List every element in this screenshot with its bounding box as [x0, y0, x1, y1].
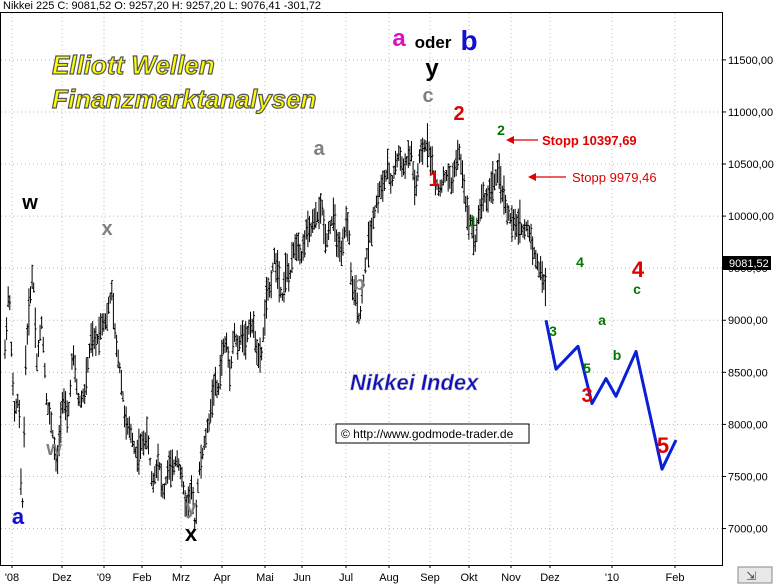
wave-label: b: [460, 25, 477, 56]
x-tick-label: Feb: [133, 572, 152, 584]
wave-label: 5: [657, 433, 669, 458]
price-label: 9081,52: [729, 258, 769, 270]
x-tick-label: Aug: [379, 572, 399, 584]
x-tick-label: Mai: [256, 572, 274, 584]
projection-wave-path: [544, 319, 678, 471]
y-tick-label: 7000,00: [728, 524, 768, 536]
x-tick-label: Sep: [420, 572, 440, 584]
stop-arrow-head-2: [528, 173, 536, 181]
wave-label: 1: [428, 169, 439, 191]
wave-label: x: [101, 218, 112, 240]
wave-label: a: [598, 312, 606, 328]
wave-label: y: [425, 55, 439, 82]
wave-label: a: [12, 504, 25, 529]
y-tick-label: 7500,00: [728, 471, 768, 483]
y-tick-label: 8000,00: [728, 419, 768, 431]
wave-label: 5: [583, 360, 591, 376]
x-tick-label: Jul: [339, 572, 353, 584]
x-tick-label: '08: [5, 572, 19, 584]
plot-frame: [0, 12, 723, 566]
grid-lines: [1, 13, 722, 565]
expand-icon[interactable]: ⇲: [746, 569, 756, 583]
title-line-2: Finanzmarktanalysen: [52, 84, 316, 114]
x-tick-label: Apr: [213, 572, 230, 584]
wave-label: w: [45, 438, 62, 460]
wave-label: 4: [576, 254, 584, 270]
wave-label: a: [392, 25, 406, 52]
price-bars: [3, 123, 547, 532]
x-tick-label: '09: [97, 572, 111, 584]
x-tick-label: '10: [605, 572, 619, 584]
x-tick-label: Dez: [52, 572, 72, 584]
title-line-1: Elliott Wellen: [52, 50, 215, 80]
x-tick-label: Nov: [501, 572, 521, 584]
wave-label: y: [185, 497, 197, 519]
wave-label: a: [313, 138, 325, 160]
price-label-box: [723, 256, 771, 270]
x-axis: '08 Dez '09 Feb Mrz Apr Mai Jun Jul Aug Sep Okt Nov D…: [5, 565, 685, 584]
y-tick-label: 10000,00: [728, 211, 774, 223]
stop-label-2: Stopp 9979,46: [572, 170, 657, 185]
wave-label: c: [633, 281, 641, 297]
wave-label: 2: [497, 122, 505, 138]
x-tick-label: Feb: [666, 572, 685, 584]
y-tick-label: 9000,00: [728, 315, 768, 327]
wave-label: oder: [415, 33, 452, 52]
wave-label: 3: [549, 323, 557, 339]
x-tick-label: Dez: [540, 572, 560, 584]
stop-label-1: Stopp 10397,69: [542, 133, 637, 148]
wave-label: b: [613, 347, 622, 363]
wave-label: 4: [632, 257, 645, 282]
y-tick-label: 11000,00: [728, 107, 773, 119]
wave-label: 2: [453, 103, 464, 125]
index-label: Nikkei Index: [350, 370, 479, 395]
chart-header: Nikkei 225 C: 9081,52 O: 9257,20 H: 9257…: [3, 0, 321, 12]
wave-label: 1: [469, 213, 477, 229]
stop-arrow-head-1: [506, 136, 514, 144]
x-tick-label: Mrz: [172, 572, 190, 584]
copyright-box: [335, 423, 530, 444]
copyright-text[interactable]: © http://www.godmode-trader.de: [341, 427, 514, 441]
wave-label: c: [422, 85, 433, 107]
x-tick-label: Okt: [460, 572, 477, 584]
y-axis: 7000,007500,008000,008500,009000,009500,…: [722, 55, 774, 536]
wave-label: w: [21, 192, 38, 214]
scroll-corner[interactable]: [737, 566, 773, 584]
x-tick-label: Jun: [293, 572, 311, 584]
wave-label: x: [185, 521, 198, 546]
wave-label: b: [353, 273, 365, 295]
y-tick-label: 10500,00: [728, 159, 774, 171]
wave-label: 3: [581, 385, 592, 407]
y-tick-label: 8500,00: [728, 367, 768, 379]
y-tick-label: 11500,00: [728, 55, 773, 67]
